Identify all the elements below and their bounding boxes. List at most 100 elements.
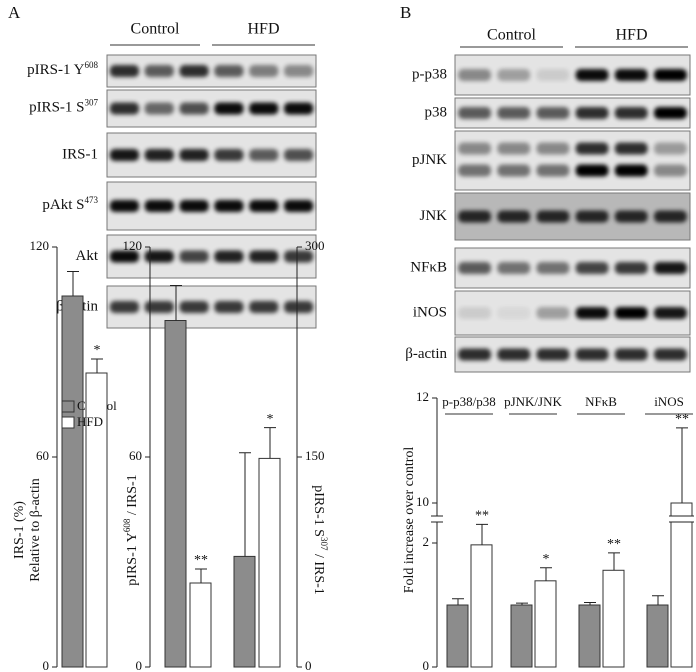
bar (646, 604, 669, 668)
band (497, 210, 531, 223)
band (536, 210, 570, 223)
tick-label: 60 (36, 448, 49, 463)
band (614, 262, 648, 274)
group-label: Control (131, 21, 180, 38)
blot (106, 285, 317, 329)
row-label: pIRS-1 Y608 (27, 60, 98, 78)
row-label-text: pAkt S (42, 197, 84, 213)
bar (534, 580, 557, 668)
significance: * (543, 552, 550, 567)
bar (258, 457, 281, 668)
tick-label: 120 (123, 238, 143, 253)
row-label-text: pIRS-1 Y (27, 62, 85, 78)
y-axis-label: Fold increase over control (402, 447, 417, 594)
tick-label: 0 (136, 658, 143, 672)
axis-break (431, 515, 443, 522)
error-bar (652, 595, 664, 605)
row-label: β-actin (405, 346, 447, 362)
group-label: HFD (615, 27, 647, 44)
band (497, 107, 531, 119)
y2-axis-label-sup: 307 (319, 537, 329, 551)
y-axis-label-sup: 608 (122, 518, 132, 532)
bar (446, 604, 469, 668)
band (497, 164, 531, 177)
band (614, 164, 648, 177)
band (109, 65, 140, 77)
band (109, 149, 140, 161)
y2-axis-label: pIRS-1 S307 / IRS-1 (311, 485, 329, 595)
band (497, 348, 531, 361)
tick-label: 12 (416, 389, 429, 404)
panel-label: A (8, 3, 21, 22)
axis-break (669, 515, 694, 523)
blot (106, 54, 317, 88)
blot (454, 192, 691, 241)
band (179, 149, 209, 161)
bar (670, 502, 693, 668)
blot (454, 290, 691, 336)
band (144, 200, 174, 212)
panel-label: B (400, 3, 411, 22)
row-label: Akt (76, 248, 99, 264)
y2-axis-label-text: pIRS-1 S (311, 485, 326, 537)
blot (454, 247, 691, 289)
band (653, 107, 687, 119)
bar (578, 604, 601, 668)
blot (106, 181, 317, 231)
band (536, 262, 570, 274)
error-bar (195, 568, 207, 583)
band (575, 348, 609, 361)
bar (61, 295, 84, 668)
error-bar (264, 427, 276, 459)
bar (470, 544, 493, 668)
bar (189, 582, 212, 668)
category-label: p-p38/p38 (442, 394, 495, 409)
band (575, 69, 609, 81)
band (653, 262, 687, 274)
band (575, 107, 609, 119)
row-label-sup: 307 (85, 98, 99, 108)
band (653, 69, 687, 81)
blot (454, 336, 691, 373)
row-label: JNK (419, 208, 447, 224)
band (536, 307, 570, 319)
significance: ** (475, 509, 489, 524)
group-label: HFD (247, 21, 279, 38)
band (653, 142, 687, 155)
band (109, 102, 140, 115)
blot (106, 234, 317, 279)
band (283, 149, 314, 161)
band (179, 301, 209, 313)
band (249, 301, 279, 313)
band (575, 142, 609, 155)
error-bar (170, 285, 182, 321)
band (575, 307, 609, 319)
band (283, 65, 314, 77)
tick-label: 10 (416, 494, 429, 509)
band (653, 307, 687, 319)
y-axis-label: Relative to β-actin (28, 478, 43, 582)
band (144, 301, 174, 313)
band (536, 107, 570, 119)
blot (106, 89, 317, 128)
bar (510, 604, 533, 668)
row-label: NFκB (410, 259, 447, 275)
band (458, 210, 492, 223)
y2-axis-label-text: / IRS-1 (311, 550, 326, 594)
band (536, 164, 570, 177)
band (614, 307, 648, 319)
blot (454, 54, 691, 96)
blot (454, 130, 691, 191)
blot (454, 97, 691, 129)
band (214, 250, 244, 263)
row-label: iNOS (413, 304, 447, 320)
band (249, 149, 279, 161)
tick-label: 2 (423, 534, 430, 549)
row-label: pJNK (412, 152, 447, 168)
tick-label: 0 (43, 658, 50, 672)
band (144, 250, 174, 263)
band (614, 142, 648, 155)
band (536, 348, 570, 361)
band (179, 250, 209, 263)
